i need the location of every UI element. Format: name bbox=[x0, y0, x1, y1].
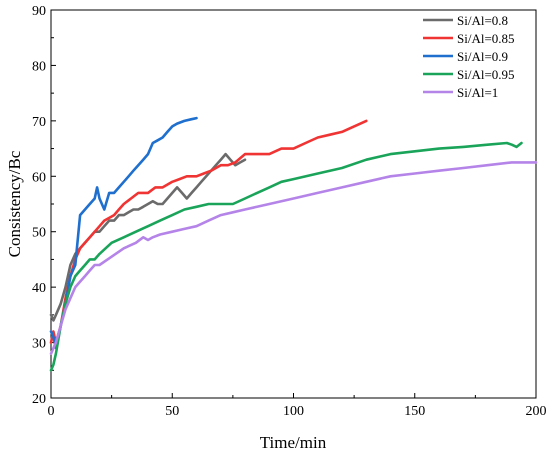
x-axis-title: Time/min bbox=[260, 433, 327, 452]
x-tick-label: 100 bbox=[283, 404, 304, 419]
axis-ticks: 0 50 100 150 200 20 30 40 50 60 70 80 90 bbox=[32, 4, 547, 419]
x-tick-label: 0 bbox=[48, 404, 55, 419]
series-line-5 bbox=[49, 161, 538, 356]
y-tick-label: 50 bbox=[32, 226, 46, 241]
x-tick-label: 150 bbox=[404, 404, 425, 419]
series-lines bbox=[49, 116, 538, 372]
y-axis-title: Consistency/Bc bbox=[5, 150, 24, 257]
y-tick-label: 20 bbox=[32, 392, 46, 407]
y-tick-label: 80 bbox=[32, 59, 46, 74]
series-line-3 bbox=[49, 116, 198, 350]
y-tick-label: 40 bbox=[32, 281, 46, 296]
series-line-2 bbox=[49, 119, 368, 344]
series-line-1 bbox=[49, 152, 247, 322]
y-tick-label: 90 bbox=[32, 4, 46, 19]
legend-label: Si/Al=0.9 bbox=[457, 49, 508, 64]
legend-label: Si/Al=0.95 bbox=[457, 67, 515, 82]
legend: Si/Al=0.8 Si/Al=0.85 Si/Al=0.9 Si/Al=0.95 Si… bbox=[423, 13, 515, 100]
legend-label: Si/Al=0.8 bbox=[457, 13, 508, 28]
y-tick-label: 70 bbox=[32, 115, 46, 130]
y-tick-label: 60 bbox=[32, 170, 46, 185]
legend-label: Si/Al=0.85 bbox=[457, 31, 515, 46]
series-line-4 bbox=[49, 141, 523, 372]
x-tick-label: 200 bbox=[526, 404, 547, 419]
x-tick-label: 50 bbox=[165, 404, 179, 419]
legend-label: Si/Al=1 bbox=[457, 85, 498, 100]
y-tick-label: 30 bbox=[32, 337, 46, 352]
